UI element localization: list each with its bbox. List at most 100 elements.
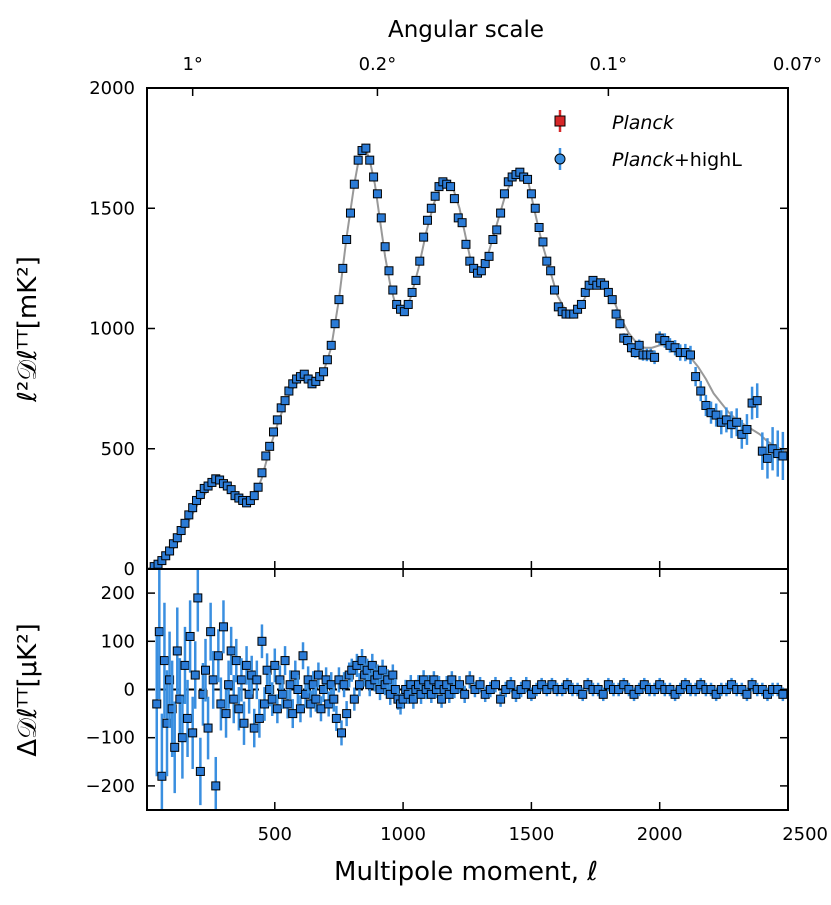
bottom-point-14 [188, 728, 198, 738]
bottom-point-173 [742, 689, 752, 699]
top-point-148 [742, 425, 752, 435]
bottom-point-0 [152, 699, 162, 709]
bottom-point-80 [357, 656, 367, 666]
top-point-44 [319, 367, 329, 377]
bottom-y-axis-title: Δ𝒟ℓᵀᵀ[μK²] [13, 623, 43, 757]
top-point-70 [419, 232, 429, 242]
top-point-45 [322, 355, 332, 365]
top-point-102 [542, 256, 552, 266]
top-ytick-label-2: 1000 [89, 319, 135, 340]
bottom-point-28 [224, 680, 234, 690]
bottom-point-118 [460, 689, 470, 699]
bottom-point-141 [578, 689, 588, 699]
bottom-point-27 [221, 709, 231, 719]
bottom-point-77 [349, 694, 359, 704]
bottom-ytick-label-4: 200 [101, 583, 135, 604]
bottom-point-127 [506, 680, 516, 690]
bottom-point-125 [496, 694, 506, 704]
top-angular-tick-label-0: 1° [182, 54, 202, 75]
bottom-point-47 [272, 704, 282, 714]
legend-label-planck-italic: Planck [612, 112, 675, 134]
legend-label-planck-highl-italic: Planck [612, 149, 675, 171]
top-point-27 [253, 482, 263, 492]
bottom-point-2 [157, 771, 167, 781]
bottom-point-32 [234, 704, 244, 714]
bottom-point-39 [252, 675, 262, 685]
svg-text:Planck+highL: Planck+highL [612, 149, 742, 171]
top-panel: 0 500 1000 1500 2000 [89, 78, 789, 580]
legend-marker-planck [554, 115, 566, 127]
top-point-58 [372, 189, 382, 199]
bottom-point-50 [280, 656, 290, 666]
top-point-90 [496, 208, 506, 218]
bottom-point-73 [339, 680, 349, 690]
top-point-78 [449, 194, 459, 204]
top-point-155 [778, 451, 788, 461]
top-point-49 [338, 263, 348, 273]
top-point-73 [430, 191, 440, 201]
legend-entry-planck-highl: Planck+highL [554, 148, 742, 171]
bottom-point-25 [216, 699, 226, 709]
top-point-120 [611, 309, 621, 319]
bottom-point-48 [275, 675, 285, 685]
bottom-point-52 [285, 680, 295, 690]
top-point-126 [634, 340, 644, 350]
bottom-point-92 [388, 670, 398, 680]
top-point-62 [388, 285, 398, 295]
top-point-57 [369, 172, 379, 182]
bottom-point-11 [180, 660, 190, 670]
bottom-point-33 [236, 675, 246, 685]
bottom-point-17 [195, 766, 205, 776]
bottom-point-124 [490, 680, 500, 690]
top-point-146 [732, 417, 742, 427]
bottom-point-64 [316, 704, 326, 714]
bottom-xtick-label-3: 2000 [637, 824, 683, 845]
top-point-47 [330, 319, 340, 329]
bottom-point-10 [177, 733, 187, 743]
top-y-axis-title: ℓ²𝒟ℓᵀᵀ[mK²] [13, 256, 43, 403]
bottom-point-62 [311, 694, 321, 704]
top-point-48 [334, 295, 344, 305]
bottom-point-7 [170, 742, 180, 752]
bottom-point-31 [231, 656, 241, 666]
bottom-point-38 [249, 723, 259, 733]
bottom-point-100 [408, 694, 418, 704]
top-point-77 [446, 182, 456, 192]
bottom-point-3 [159, 656, 169, 666]
top-point-68 [411, 275, 421, 285]
bottom-point-1 [154, 627, 164, 637]
bottom-point-12 [183, 713, 193, 723]
top-point-30 [265, 441, 275, 451]
bottom-point-49 [277, 689, 287, 699]
legend-entry-planck: Planck [554, 110, 675, 134]
bottom-point-115 [447, 675, 457, 685]
bottom-point-119 [465, 675, 475, 685]
bottom-point-23 [211, 781, 221, 791]
bottom-ytick-label-1: −100 [86, 728, 135, 749]
bottom-point-68 [326, 680, 336, 690]
bottom-point-74 [342, 709, 352, 719]
bottom-panel: −200 −100 0 100 200 500 1000 1500 2000 2500 [86, 568, 828, 845]
top-point-111 [576, 299, 586, 309]
bottom-point-8 [172, 646, 182, 656]
x-axis-title: Multipole moment, ℓ [334, 857, 598, 887]
bottom-plot-area [147, 569, 788, 810]
top-point-69 [415, 256, 425, 266]
top-ytick-label-1: 500 [101, 439, 135, 460]
bottom-xtick-label-2: 1500 [508, 824, 554, 845]
top-point-130 [650, 352, 660, 362]
bottom-point-69 [329, 694, 339, 704]
top-point-52 [349, 179, 359, 189]
top-point-121 [615, 319, 625, 329]
bottom-point-19 [201, 665, 211, 675]
bottom-point-18 [198, 689, 208, 699]
bottom-point-70 [331, 713, 341, 723]
bottom-point-145 [598, 689, 608, 699]
top-angular-tick-label-3: 0.07° [773, 54, 822, 75]
top-point-150 [752, 396, 762, 406]
top-point-97 [523, 174, 533, 184]
bottom-point-111 [437, 694, 447, 704]
top-point-88 [488, 235, 498, 245]
top-point-51 [345, 208, 355, 218]
